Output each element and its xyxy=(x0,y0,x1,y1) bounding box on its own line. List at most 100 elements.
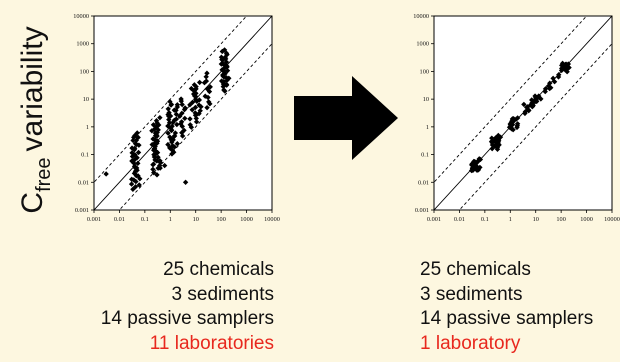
factor-band-line xyxy=(118,43,272,210)
data-point xyxy=(193,86,199,92)
data-point xyxy=(193,119,200,125)
data-point xyxy=(137,176,143,182)
x-tick-label: 0.01 xyxy=(454,216,465,223)
y-tick-label: 100 xyxy=(420,68,429,75)
x-tick-label: 10000 xyxy=(604,216,620,223)
data-point xyxy=(132,156,138,163)
summary-samplers: 14 passive samplers xyxy=(100,308,274,329)
data-point xyxy=(168,127,175,133)
data-point xyxy=(181,127,187,134)
summary-laboratories: 1 laboratory xyxy=(420,332,521,354)
data-point xyxy=(196,79,203,86)
x-tick-label: 0.001 xyxy=(427,216,441,223)
y-axis-label-letter: C xyxy=(16,192,49,214)
y-tick-label: 0.001 xyxy=(415,207,429,214)
data-point xyxy=(174,121,180,128)
svg-text:Cfreevariability: Cfree variability xyxy=(16,26,55,213)
data-point xyxy=(206,99,212,105)
data-point xyxy=(204,104,210,111)
data-point xyxy=(167,113,174,119)
summary-after: 25 chemicals 3 sediments 14 passive samp… xyxy=(420,258,593,356)
data-point xyxy=(182,105,188,111)
data-point xyxy=(178,119,185,125)
factor-band-line xyxy=(94,16,248,183)
x-tick-label: 1000 xyxy=(240,216,253,223)
summary-chemicals: 25 chemicals xyxy=(420,259,531,280)
y-tick-label: 10 xyxy=(423,96,429,103)
y-axis-label-rest: variability xyxy=(16,26,49,151)
y-tick-label: 10000 xyxy=(413,13,429,20)
y-tick-label: 100 xyxy=(80,68,89,75)
data-point xyxy=(221,47,228,53)
x-tick-label: 0.01 xyxy=(114,216,125,223)
data-point xyxy=(182,179,189,185)
data-point xyxy=(135,134,141,141)
x-tick-label: 100 xyxy=(216,216,225,223)
data-point xyxy=(189,99,196,105)
data-point xyxy=(179,110,185,117)
data-point xyxy=(187,116,193,122)
x-tick-label: 0.1 xyxy=(481,216,489,223)
data-point xyxy=(178,96,184,102)
data-point xyxy=(129,176,135,182)
data-point xyxy=(153,118,160,124)
data-point xyxy=(103,171,109,177)
y-tick-label: 0.1 xyxy=(81,152,89,159)
data-point xyxy=(189,107,195,113)
data-point xyxy=(132,165,139,171)
data-point xyxy=(134,130,140,136)
data-point xyxy=(187,122,193,128)
data-point xyxy=(192,104,199,111)
data-point xyxy=(182,115,188,122)
x-tick-label: 1 xyxy=(169,216,172,223)
x-tick-label: 100 xyxy=(556,216,565,223)
data-point xyxy=(167,98,173,105)
x-tick-label: 1000 xyxy=(580,216,593,223)
summary-chemicals: 25 chemicals xyxy=(163,259,274,280)
data-point xyxy=(207,84,213,90)
data-point xyxy=(174,102,181,108)
data-point xyxy=(542,86,549,92)
data-point xyxy=(170,119,176,126)
data-point xyxy=(154,133,160,139)
factor-band-line xyxy=(458,43,612,210)
y-axis-label: Cfree variability xyxy=(16,26,55,213)
y-tick-label: 0.01 xyxy=(78,179,89,186)
x-tick-label: 0.1 xyxy=(141,216,149,223)
y-tick-label: 1 xyxy=(86,124,89,131)
data-point xyxy=(150,161,157,167)
data-point xyxy=(224,63,230,69)
data-point xyxy=(132,152,138,158)
data-point xyxy=(157,114,163,121)
x-tick-label: 10 xyxy=(193,216,199,223)
data-point xyxy=(521,101,527,108)
y-tick-label: 1 xyxy=(426,124,429,131)
data-point xyxy=(135,149,142,156)
data-point xyxy=(197,108,203,114)
data-point xyxy=(173,116,179,122)
data-point xyxy=(196,102,202,108)
factor-band-line xyxy=(434,16,588,183)
right-arrow-icon xyxy=(294,76,398,160)
data-point xyxy=(136,142,142,148)
data-point xyxy=(169,136,175,142)
data-point xyxy=(150,166,156,173)
summary-sediments: 3 sediments xyxy=(171,283,274,305)
data-point xyxy=(203,78,210,84)
data-point xyxy=(196,97,203,103)
summary-sediments: 3 sediments xyxy=(420,283,523,305)
chart-after: 0.001 0.01 0.1 1 10 100 1000 10000 0.001 0.01 0.1 1… xyxy=(413,13,620,223)
y-tick-label: 0.1 xyxy=(421,152,429,159)
y-tick-label: 1000 xyxy=(76,41,89,48)
y-tick-label: 0.01 xyxy=(418,179,429,186)
chart-before: 0.001 0.01 0.1 1 10 100 1000 10000 0.001 0.01 0.1 1… xyxy=(73,13,280,223)
data-point xyxy=(169,123,175,129)
x-tick-label: 0.001 xyxy=(87,216,101,223)
data-point xyxy=(220,61,226,67)
x-tick-label: 1 xyxy=(509,216,512,223)
y-tick-label: 0.001 xyxy=(75,207,89,214)
data-point xyxy=(204,70,210,76)
y-tick-label: 1000 xyxy=(416,41,429,48)
data-point xyxy=(226,75,232,81)
data-point xyxy=(221,87,227,93)
